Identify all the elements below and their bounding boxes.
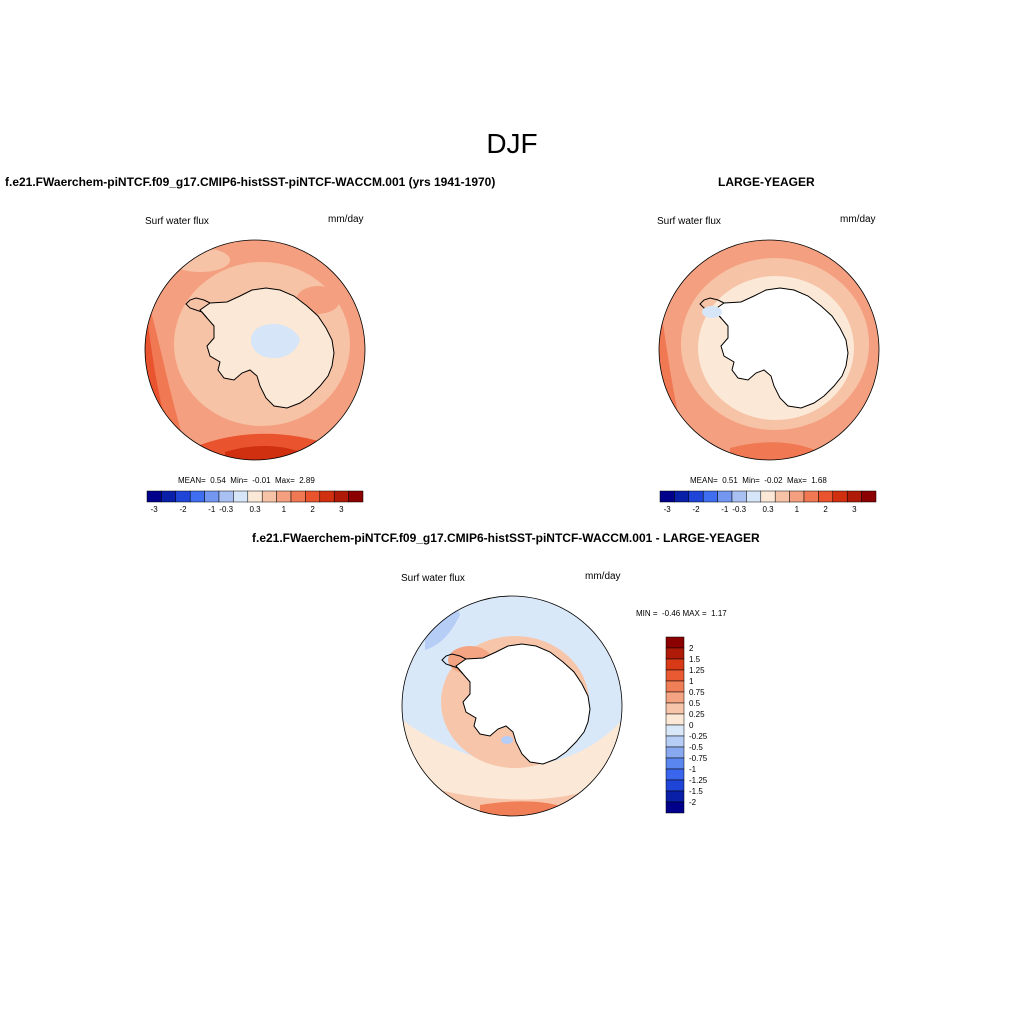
panel3-colorbar-tick-label: 2 [689, 644, 694, 653]
panel1-units-label: mm/day [328, 214, 364, 225]
panel3-colorbar-swatch [665, 790, 685, 803]
panel1-colorbar-swatch [233, 490, 249, 503]
panel3-colorbar-swatch [665, 658, 685, 671]
panel2-colorbar-tick-label: 0.3 [762, 505, 774, 514]
panel2-colorbar-swatch [659, 490, 675, 503]
panel3-colorbar-swatch [665, 746, 685, 759]
panel1-stats: MEAN= 0.54 Min= -0.01 Max= 2.89 [178, 476, 315, 485]
panel1-colorbar-tick-label: -1 [208, 505, 216, 514]
panel3-variable-label: Surf water flux [401, 573, 465, 584]
panel2-colorbar-swatch [688, 490, 704, 503]
panel3-colorbar-swatch [665, 801, 685, 814]
panel2-colorbar-tick-label: -0.3 [732, 505, 746, 514]
panel1-colorbar-swatch [161, 490, 177, 503]
panel2-colorbar-tick-label: 1 [795, 505, 800, 514]
main-title: DJF [486, 128, 538, 159]
panel2-colorbar-tick-label: -3 [664, 505, 672, 514]
panel3-colorbar-tick-label: -0.75 [689, 754, 708, 763]
panel3-colorbar-swatch [665, 757, 685, 770]
panel2-colorbar: -3 -2 -1 -0.3 0.3 1 2 3 [659, 490, 877, 514]
panel2-colorbar-tick-label: 3 [852, 505, 857, 514]
panel3-colorbar-swatch [665, 713, 685, 726]
panel1-colorbar-swatch [305, 490, 321, 503]
panel1-colorbar-tick-label: 3 [339, 505, 344, 514]
panel3-colorbar-swatch [665, 691, 685, 704]
panel2-colorbar-swatch [803, 490, 819, 503]
panel2-colorbar-swatch [789, 490, 805, 503]
panel3-colorbar-tick-label: 1 [689, 677, 694, 686]
panel3-colorbar-tick-label: 1.5 [689, 655, 701, 664]
panel2-colorbar-tick-label: -2 [692, 505, 700, 514]
panel3-colorbar-swatch [665, 680, 685, 693]
panel2-title: LARGE-YEAGER [718, 175, 815, 189]
panel3-colorbar-tick-label: -1.25 [689, 776, 708, 785]
panel1-colorbar-swatch [247, 490, 263, 503]
panel1-colorbar-swatch [261, 490, 277, 503]
panel1-colorbar-swatch [348, 490, 364, 503]
panel3-colorbar-tick-label: 1.25 [689, 666, 705, 675]
panel3-colorbar-swatch [665, 647, 685, 660]
panel2-map [658, 239, 880, 461]
panel2-colorbar-swatch [717, 490, 733, 503]
panel2-colorbar-swatch [731, 490, 747, 503]
panel1-colorbar-swatch [204, 490, 220, 503]
panel3-colorbar-tick-label: 0.25 [689, 710, 705, 719]
panel1-colorbar-tick-label: -2 [179, 505, 187, 514]
panel3-colorbar-swatch [665, 669, 685, 682]
panel1-colorbar-tick-label: 2 [310, 505, 315, 514]
panel1-colorbar-tick-label: -3 [151, 505, 159, 514]
panel3-colorbar-tick-label: -2 [689, 798, 697, 807]
panel2-colorbar-swatch [702, 490, 718, 503]
panel1-colorbar-tick-label: 0.3 [249, 505, 261, 514]
panel1-map [144, 239, 366, 461]
panel3-colorbar-tick-label: 0.75 [689, 688, 705, 697]
panel1-colorbar-swatch [189, 490, 205, 503]
panel3-colorbar-swatch [665, 768, 685, 781]
panel3-colorbar-tick-label: -0.5 [689, 743, 703, 752]
panel3-units-label: mm/day [585, 571, 621, 582]
panel3-colorbar-tick-label: -1.5 [689, 787, 703, 796]
panel1-colorbar-tick-label: -0.3 [219, 505, 233, 514]
panel3-colorbar-swatch [665, 724, 685, 737]
panel1-colorbar-tick-label: 1 [282, 505, 287, 514]
panel2-colorbar-swatch [674, 490, 690, 503]
panel2-colorbar-swatch [746, 490, 762, 503]
panel2-colorbar-swatch [832, 490, 848, 503]
panel1-colorbar: -3 -2 -1 -0.3 0.3 1 2 3 [146, 490, 364, 514]
panel3-colorbar-swatch [665, 702, 685, 715]
panel2-colorbar-tick-label: 2 [823, 505, 828, 514]
panel3-title: f.e21.FWaerchem-piNTCF.f09_g17.CMIP6-his… [252, 531, 760, 545]
panel2-units-label: mm/day [840, 214, 876, 225]
panel2-colorbar-swatch [846, 490, 862, 503]
panel3-colorbar-swatch [665, 735, 685, 748]
panel2-stats: MEAN= 0.51 Min= -0.02 Max= 1.68 [690, 476, 827, 485]
panel1-colorbar-swatch [333, 490, 349, 503]
panel3-map [401, 595, 623, 817]
panel1-colorbar-swatch [276, 490, 292, 503]
panel1-colorbar-swatch [146, 490, 162, 503]
panel2-colorbar-swatch [861, 490, 877, 503]
panel1-colorbar-swatch [218, 490, 234, 503]
panel3-colorbar-tick-label: 0.5 [689, 699, 701, 708]
panel2-variable-label: Surf water flux [657, 216, 721, 227]
panel2-colorbar-tick-label: -1 [721, 505, 729, 514]
panel3-colorbar-swatch [665, 779, 685, 792]
panel3-colorbar: 2 1.5 1.25 1 0.75 0.5 0.25 0 -0.25 -0.5 -0.75 -1 -1.… [665, 636, 708, 814]
panel3-colorbar-swatch [665, 636, 685, 649]
panel2-colorbar-swatch [774, 490, 790, 503]
panel2-colorbar-swatch [818, 490, 834, 503]
panel1-title: f.e21.FWaerchem-piNTCF.f09_g17.CMIP6-his… [5, 175, 496, 189]
panel1-variable-label: Surf water flux [145, 216, 209, 227]
panel3-colorbar-tick-label: -0.25 [689, 732, 708, 741]
panel3-colorbar-tick-label: 0 [689, 721, 694, 730]
panel3-stats: MIN = -0.46 MAX = 1.17 [636, 609, 727, 618]
panel3-colorbar-tick-label: -1 [689, 765, 697, 774]
panel1-colorbar-swatch [319, 490, 335, 503]
panel1-colorbar-swatch [175, 490, 191, 503]
panel2-colorbar-swatch [760, 490, 776, 503]
panel1-colorbar-swatch [290, 490, 306, 503]
